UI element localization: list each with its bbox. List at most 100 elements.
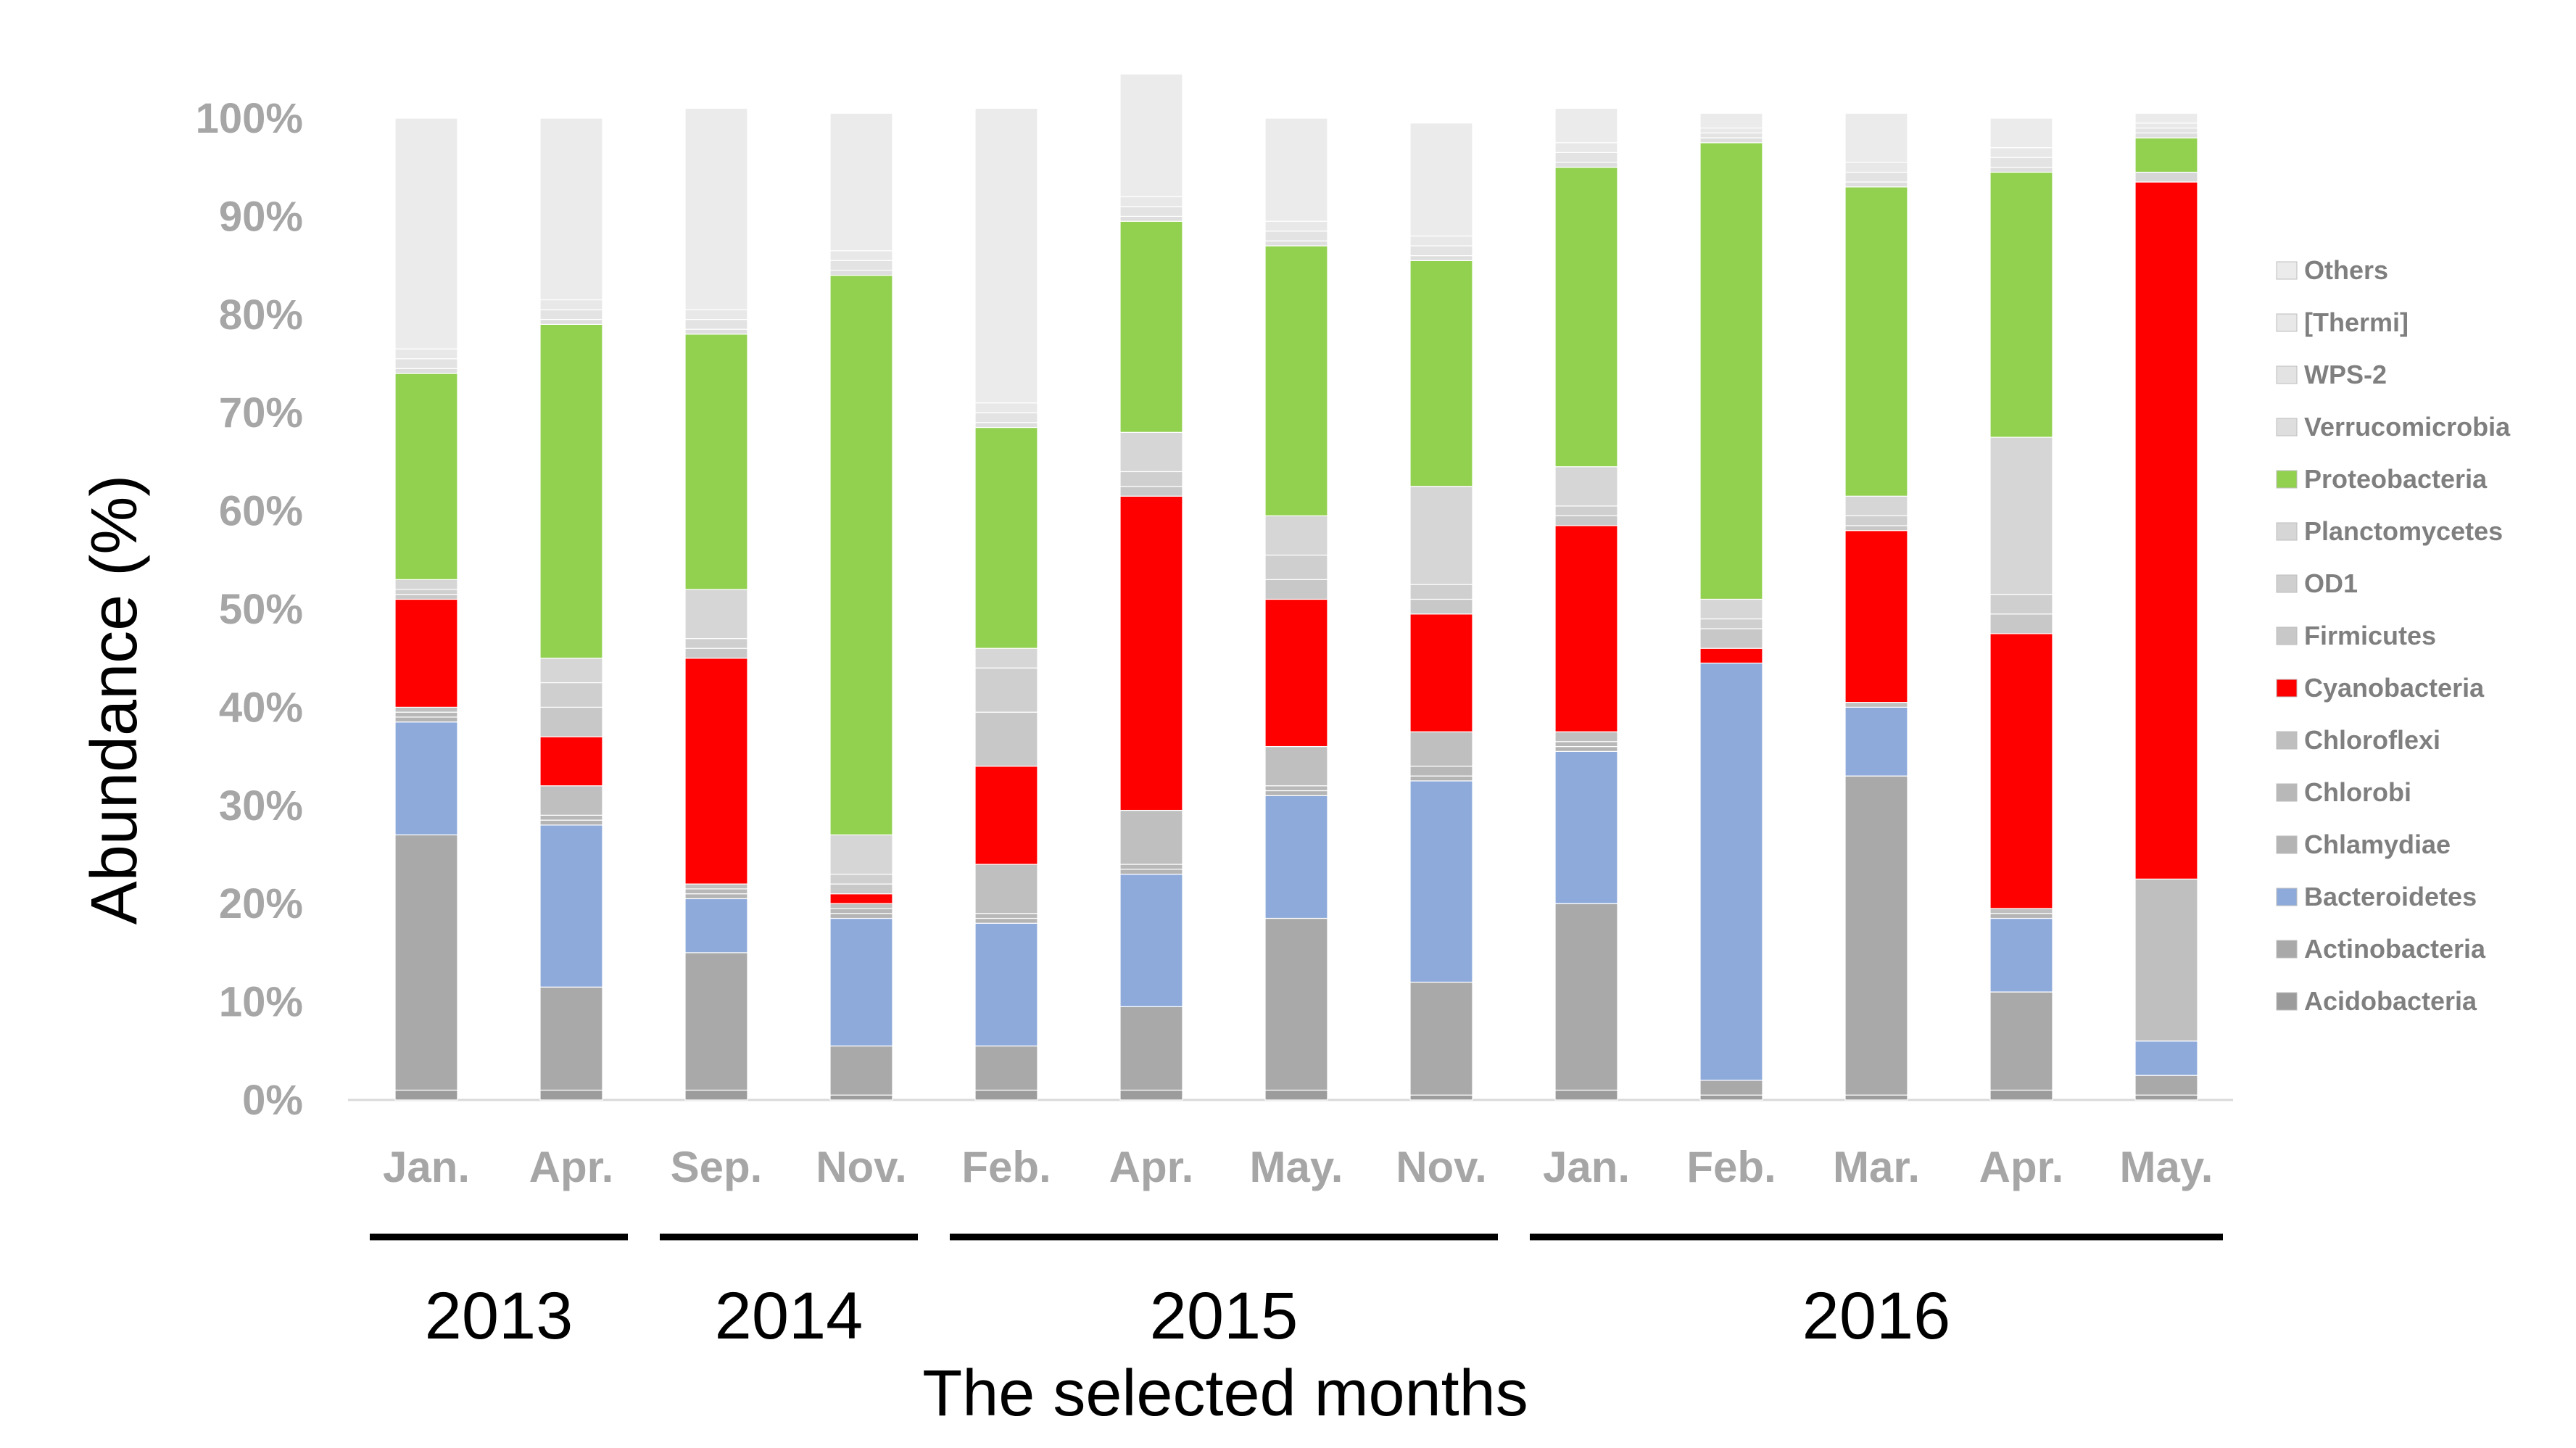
x-axis-title: The selected months	[922, 1357, 1528, 1430]
bar-segment-wps-2	[1699, 132, 1763, 138]
legend-swatch	[2276, 992, 2298, 1011]
bar-segment-bacteroidetes	[539, 824, 603, 988]
bar-segment-bacteroidetes	[1554, 750, 1618, 904]
bar-segment-chlamydiae	[1989, 913, 2053, 919]
bar-segment-chloroflexi	[1264, 745, 1328, 787]
bar-segment-bacteroidetes	[1989, 917, 2053, 993]
legend-item: Others	[2276, 255, 2388, 285]
legend-swatch	[2276, 731, 2298, 750]
bar-segment-planctomycetes	[1989, 437, 2053, 595]
legend-swatch	[2276, 783, 2298, 802]
legend-label: Firmicutes	[2304, 621, 2436, 650]
bar-segment-actinobacteria	[829, 1045, 893, 1096]
bar-segment-cyanobacteria	[684, 658, 748, 885]
legend: Others [Thermi] WPS-2 Verrucomicrobia Proteo…	[2276, 255, 2511, 1016]
year-label: 2015	[1150, 1279, 1299, 1353]
bar-segment-actinobacteria	[2134, 1075, 2198, 1096]
y-axis-ticks: 0% 10% 20% 30% 40% 50% 60% 70% 80% 90% 100%	[196, 95, 303, 1124]
bar-stack	[1699, 112, 1763, 1101]
bar-segment-bacteroidetes	[1264, 795, 1328, 919]
legend-label: Verrucomicrobia	[2304, 412, 2511, 442]
bar-segment-chloroflexi	[539, 785, 603, 816]
bar-segment-chlamydiae	[974, 917, 1038, 924]
x-tick-label: Jan.	[383, 1143, 470, 1191]
bar-segment-chloroflexi	[2134, 878, 2198, 1042]
bar-segment-actinobacteria	[539, 986, 603, 1091]
bar-segment-firmicutes	[684, 648, 748, 659]
bar-segment-bacteroidetes	[1699, 662, 1763, 1081]
bar-segment-others	[394, 117, 458, 349]
bar-segment-planctomycetes	[539, 658, 603, 684]
legend-item: Chlorobi	[2276, 777, 2411, 807]
bar-stack	[1844, 112, 1908, 1101]
bar-segment-od1	[1409, 584, 1473, 600]
bar-segment-verrucomicrobia	[1264, 240, 1328, 247]
bar-segment-cyanobacteria	[394, 598, 458, 708]
legend-item: Chloroflexi	[2276, 725, 2440, 755]
bar-segment-od1	[684, 638, 748, 649]
bar-segment-chlamydiae	[1264, 790, 1328, 796]
bar-segment-planctomycetes	[974, 648, 1038, 669]
bar-segment-firmicutes	[1699, 628, 1763, 649]
bar-segment-others	[539, 117, 603, 301]
bar-segment-wps-2	[829, 260, 893, 271]
legend-label: Acidobacteria	[2304, 986, 2477, 1016]
bar-segment-acidobacteria	[974, 1089, 1038, 1101]
bar-segment-od1	[1699, 618, 1763, 629]
bar-segment-acidobacteria	[1844, 1094, 1908, 1101]
legend-label: Chloroflexi	[2304, 725, 2440, 755]
bar-stack	[684, 107, 748, 1101]
legend-label: Others	[2304, 255, 2388, 285]
legend-swatch	[2276, 888, 2298, 906]
bar-segment-cyanobacteria	[1409, 613, 1473, 732]
bar-segment-cyanobacteria	[2134, 181, 2198, 880]
bar-segment-chloroflexi	[829, 903, 893, 909]
bar-segment-proteobacteria	[1554, 167, 1618, 468]
bar-segment-chlorobi	[394, 711, 458, 718]
bar-segment-acidobacteria	[539, 1089, 603, 1101]
bar-segment-cyanobacteria	[539, 736, 603, 787]
legend-swatch	[2276, 313, 2298, 332]
bar-segment-proteobacteria	[1119, 220, 1183, 433]
bar-segment-chlorobi	[684, 888, 748, 895]
bar-segment-wps-2	[2134, 127, 2198, 133]
y-tick-label: 40%	[219, 684, 303, 731]
legend-swatch	[2276, 470, 2298, 489]
bar-segment-chlorobi	[539, 814, 603, 821]
x-tick-label: Nov.	[816, 1143, 907, 1191]
bar-segment-chlamydiae	[1409, 775, 1473, 782]
bar-segment-firmicutes	[1554, 515, 1618, 526]
bar-segment-actinobacteria	[1119, 1006, 1183, 1091]
bar-segment-proteobacteria	[1409, 260, 1473, 487]
legend-swatch	[2276, 940, 2298, 959]
bar-segment-od1	[1989, 594, 2053, 615]
bar-segment-others	[1844, 112, 1908, 163]
bar-segment-wps-2	[394, 358, 458, 369]
bar-segment-verrucomicrobia	[1554, 162, 1618, 168]
bar-segment-planctomycetes	[684, 589, 748, 640]
bar-segment-chloroflexi	[1989, 908, 2053, 914]
legend-label: WPS-2	[2304, 360, 2387, 389]
bar-segment-thermi	[1264, 220, 1328, 232]
bar-stack	[1554, 107, 1618, 1101]
legend-item: Actinobacteria	[2276, 934, 2486, 964]
y-tick-label: 90%	[219, 193, 303, 240]
bar-segment-proteobacteria	[829, 275, 893, 836]
bar-segment-actinobacteria	[1264, 917, 1328, 1091]
bar-segment-cyanobacteria	[1699, 648, 1763, 664]
bar-segment-od1	[829, 873, 893, 885]
legend-swatch	[2276, 522, 2298, 541]
legend-swatch	[2276, 261, 2298, 280]
bar-segment-planctomycetes	[394, 579, 458, 590]
bar-segment-chloroflexi	[1409, 731, 1473, 767]
bar-segment-others	[1989, 117, 2053, 149]
year-groups: 2013 2014 2015 2016	[370, 1233, 2223, 1353]
bar-segment-firmicutes	[539, 706, 603, 737]
bar-segment-od1	[974, 667, 1038, 713]
bars	[394, 73, 2198, 1101]
bar-segment-chlorobi	[974, 913, 1038, 919]
bar-segment-chloroflexi	[684, 883, 748, 890]
bar-segment-chloroflexi	[394, 706, 458, 713]
bar-segment-actinobacteria	[1409, 981, 1473, 1096]
bar-segment-od1	[394, 589, 458, 595]
